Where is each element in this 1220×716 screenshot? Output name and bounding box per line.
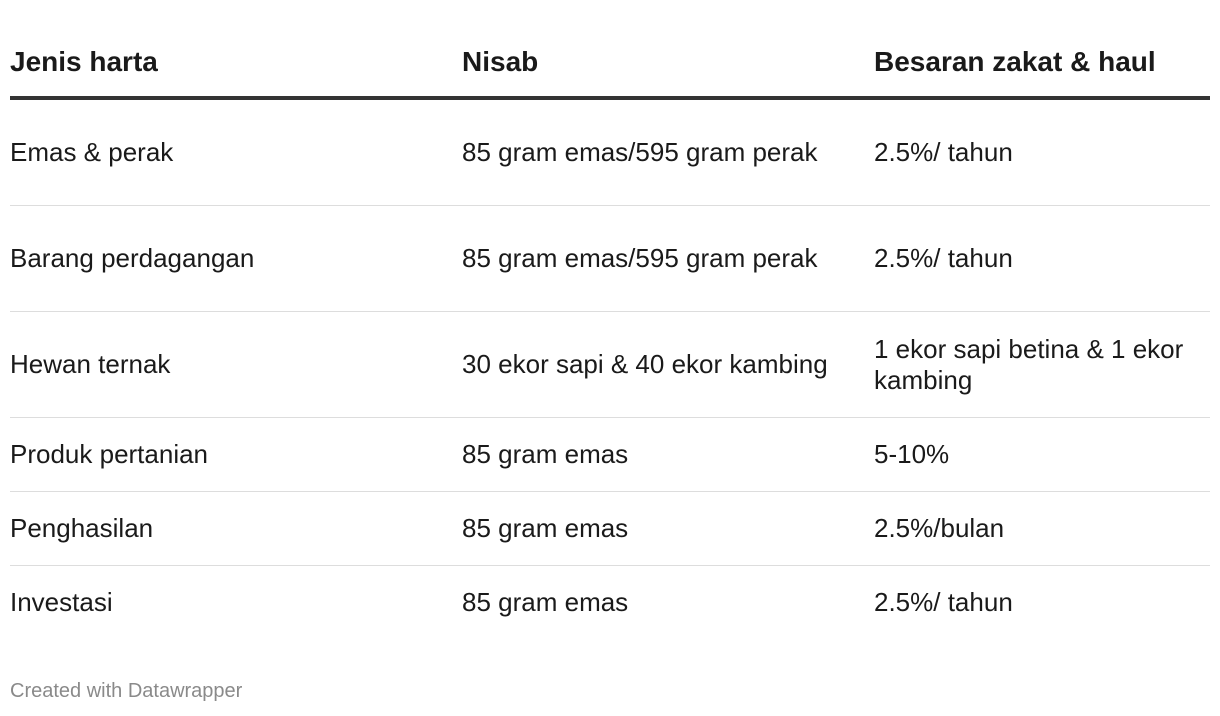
table-cell: 2.5%/bulan — [874, 491, 1210, 566]
table-cell: 85 gram emas — [462, 417, 874, 492]
header-row: Jenis harta Nisab Besaran zakat & haul — [10, 40, 1210, 100]
cell-text: 85 gram emas — [462, 513, 629, 543]
table-cell: 2.5%/ tahun — [874, 205, 1210, 312]
table-cell: Barang perdagangan — [10, 205, 462, 312]
column-header-jenis-harta: Jenis harta — [10, 40, 462, 100]
cell-text: 1 ekor sapi betina & 1 ekor kambing — [874, 333, 1184, 395]
table-cell: Hewan ternak — [10, 311, 462, 418]
table-cell: Produk pertanian — [10, 417, 462, 492]
cell-text: 85 gram emas — [462, 587, 629, 617]
cell-text: 2.5%/ tahun — [874, 137, 1013, 167]
table-cell: 85 gram emas/595 gram perak — [462, 98, 874, 206]
cell-text: Produk pertanian — [10, 439, 209, 469]
cell-text: Emas & perak — [10, 137, 174, 167]
table-cell: 85 gram emas/595 gram perak — [462, 205, 874, 312]
table-cell: 85 gram emas — [462, 491, 874, 566]
table-row: Investasi 85 gram emas 2.5%/ tahun — [10, 566, 1210, 640]
cell-text: Hewan ternak — [10, 349, 171, 379]
cell-text: 5-10% — [874, 439, 950, 469]
data-table-container: Jenis harta Nisab Besaran zakat & haul E… — [10, 40, 1210, 639]
column-header-besaran-zakat: Besaran zakat & haul — [874, 40, 1210, 100]
cell-text: 2.5%/ tahun — [874, 243, 1013, 273]
cell-text: 85 gram emas — [462, 439, 629, 469]
table-cell: 85 gram emas — [462, 566, 874, 640]
datawrapper-credit[interactable]: Created with Datawrapper — [10, 680, 243, 702]
cell-text: Investasi — [10, 587, 113, 617]
cell-text: 2.5%/ tahun — [874, 587, 1013, 617]
cell-text: 85 gram emas/595 gram perak — [462, 243, 818, 273]
table-cell: 2.5%/ tahun — [874, 566, 1210, 640]
column-header-nisab: Nisab — [462, 40, 874, 100]
cell-text: 85 gram emas/595 gram perak — [462, 137, 818, 167]
table-row: Penghasilan 85 gram emas 2.5%/bulan — [10, 491, 1210, 566]
table-cell: Investasi — [10, 566, 462, 640]
zakat-table: Jenis harta Nisab Besaran zakat & haul E… — [10, 40, 1210, 639]
table-row: Hewan ternak 30 ekor sapi & 40 ekor kamb… — [10, 311, 1210, 418]
table-cell: Penghasilan — [10, 491, 462, 566]
table-cell: 30 ekor sapi & 40 ekor kambing — [462, 311, 874, 418]
table-cell: Emas & perak — [10, 98, 462, 206]
table-cell: 2.5%/ tahun — [874, 98, 1210, 206]
table-row: Emas & perak 85 gram emas/595 gram perak… — [10, 98, 1210, 206]
table-row: Barang perdagangan 85 gram emas/595 gram… — [10, 205, 1210, 312]
cell-text: 2.5%/bulan — [874, 513, 1005, 543]
cell-text: Barang perdagangan — [10, 243, 255, 273]
cell-text: 30 ekor sapi & 40 ekor kambing — [462, 349, 828, 379]
table-row: Produk pertanian 85 gram emas 5-10% — [10, 417, 1210, 492]
table-cell: 5-10% — [874, 417, 1210, 492]
cell-text: Penghasilan — [10, 513, 154, 543]
table-cell: 1 ekor sapi betina & 1 ekor kambing — [874, 311, 1210, 418]
